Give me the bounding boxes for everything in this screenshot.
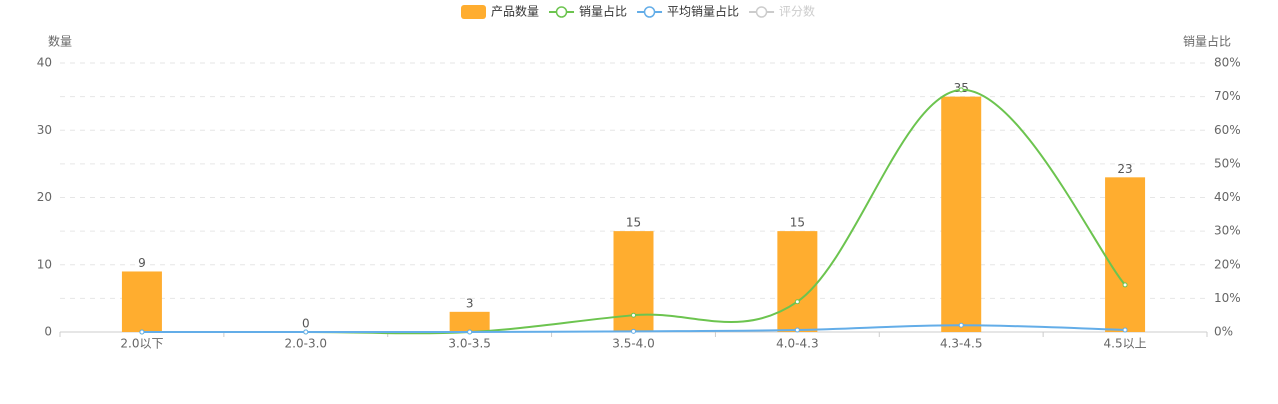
line-point xyxy=(958,322,964,328)
y-tick-label: 40 xyxy=(37,56,52,70)
x-tick-label: 4.0-4.3 xyxy=(776,337,819,351)
legend-icon xyxy=(755,6,768,18)
bar xyxy=(449,311,490,332)
x-tick-label: 2.0以下 xyxy=(120,337,163,351)
y-tick-label: 30 xyxy=(37,123,52,137)
x-tick-label: 2.0-3.0 xyxy=(285,337,328,351)
x-tick-label: 4.3-4.5 xyxy=(940,337,983,351)
y2-tick-label: 40% xyxy=(1214,190,1241,204)
y-tick-label: 20 xyxy=(37,190,52,204)
y-tick-label: 10 xyxy=(37,257,52,271)
y2-tick-label: 60% xyxy=(1214,123,1241,137)
line-point xyxy=(1122,327,1128,333)
line-point xyxy=(958,87,964,93)
y-tick-label: 0 xyxy=(44,325,52,339)
bar xyxy=(121,271,162,332)
x-tick-label: 4.5以上 xyxy=(1104,337,1147,351)
legend-icon xyxy=(643,6,656,18)
bar-value-label: 0 xyxy=(302,317,310,331)
legend-label: 销量占比 xyxy=(579,4,627,19)
bar-value-label: 23 xyxy=(1117,162,1132,176)
y2-tick-label: 30% xyxy=(1214,224,1241,238)
bar xyxy=(1105,177,1146,332)
legend-label: 平均销量占比 xyxy=(667,4,739,19)
bar-value-label: 9 xyxy=(138,256,146,270)
x-tick-label: 3.5-4.0 xyxy=(612,337,655,351)
x-tick-label: 3.0-3.5 xyxy=(448,337,491,351)
legend-label: 产品数量 xyxy=(491,4,539,19)
y2-axis-label: 销量占比 xyxy=(1183,34,1231,49)
line-point xyxy=(139,329,145,335)
line-point xyxy=(794,299,800,305)
legend-label: 评分数 xyxy=(779,4,815,19)
line-point xyxy=(631,328,636,334)
line-point xyxy=(794,327,800,333)
line-point xyxy=(631,312,636,318)
bar-value-label: 3 xyxy=(466,296,474,310)
y2-tick-label: 10% xyxy=(1214,291,1241,305)
legend-icon xyxy=(461,5,486,19)
y2-tick-label: 0% xyxy=(1214,325,1233,339)
legend-icon xyxy=(555,6,568,18)
bar-value-label: 15 xyxy=(626,216,641,230)
bar xyxy=(941,96,982,332)
y2-tick-label: 70% xyxy=(1214,89,1241,103)
bar-value-label: 15 xyxy=(790,216,805,230)
line-point xyxy=(303,329,309,335)
y-axis-label: 数量 xyxy=(48,34,72,49)
line-point xyxy=(1122,282,1128,288)
line-point xyxy=(467,329,473,335)
bar xyxy=(777,231,818,332)
y2-tick-label: 80% xyxy=(1214,56,1241,70)
y2-tick-label: 20% xyxy=(1214,257,1241,271)
y2-tick-label: 50% xyxy=(1214,156,1241,170)
